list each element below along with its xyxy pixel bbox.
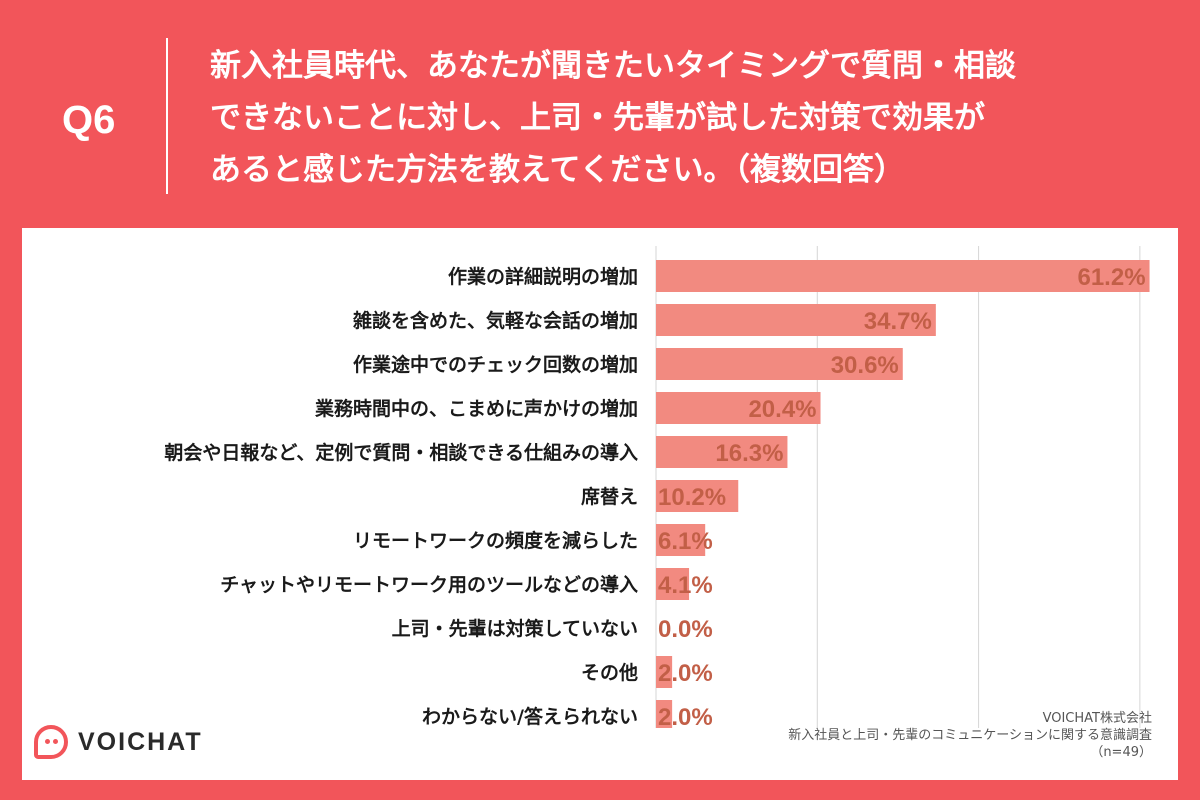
question-line: あると感じた方法を教えてください。（複数回答）	[210, 152, 906, 188]
value-label: 30.6%	[831, 352, 899, 379]
bar	[656, 392, 821, 424]
value-label: 16.3%	[715, 440, 783, 467]
category-label: チャットやリモートワーク用のツールなどの導入	[220, 573, 638, 596]
question-line: できないことに対し、上司・先輩が試した対策で効果が	[210, 100, 985, 136]
bar	[656, 700, 673, 728]
bar	[656, 436, 788, 468]
category-label: 席替え	[581, 485, 638, 508]
header: Q6 新入社員時代、あなたが聞きたいタイミングで質問・相談 できないことに対し、…	[0, 0, 1200, 228]
value-label: 0.0%	[658, 616, 713, 643]
bar	[656, 304, 936, 336]
bar	[656, 568, 690, 600]
category-label: その他	[581, 661, 638, 684]
header-divider	[166, 38, 168, 194]
chart-panel: 作業の詳細説明の増加 61.2% 雑談を含めた、気軽な会話の増加 34.7% 作業途中で…	[22, 228, 1178, 780]
category-label: リモートワークの頻度を減らした	[353, 529, 638, 552]
bar-chart: 作業の詳細説明の増加 61.2% 雑談を含めた、気軽な会話の増加 34.7% 作業途中で…	[164, 246, 1150, 728]
source-line: （n=49）	[1090, 745, 1152, 760]
category-label: 業務時間中の、こまめに声かけの増加	[314, 397, 638, 420]
category-label: 雑談を含めた、気軽な会話の増加	[352, 309, 638, 332]
bar	[656, 480, 739, 512]
value-label: 34.7%	[864, 308, 932, 335]
value-label: 2.0%	[658, 704, 713, 728]
source-line: 新入社員と上司・先輩のコミュニケーションに関する意識調査	[788, 728, 1152, 743]
value-label: 2.0%	[658, 660, 713, 687]
bar	[656, 656, 673, 688]
category-label: わからない/答えられない	[422, 705, 638, 728]
source-line: VOICHAT株式会社	[1042, 711, 1152, 726]
value-label: 4.1%	[658, 572, 713, 599]
source-note: VOICHAT株式会社 新入社員と上司・先輩のコミュニケーションに関する意識調査…	[788, 710, 1152, 761]
question-number: Q6	[62, 98, 116, 142]
chat-bubble-icon	[34, 725, 68, 759]
category-label: 作業途中でのチェック回数の増加	[353, 353, 638, 376]
bar	[656, 348, 903, 380]
question-text: 新入社員時代、あなたが聞きたいタイミングで質問・相談 できないことに対し、上司・…	[210, 40, 1170, 196]
value-label: 10.2%	[658, 484, 726, 511]
bar	[656, 524, 706, 556]
value-label: 61.2%	[1077, 264, 1145, 291]
voichat-logo: VOICHAT	[34, 722, 203, 762]
bar	[656, 260, 1150, 292]
value-label: 6.1%	[658, 528, 713, 555]
category-label: 作業の詳細説明の増加	[448, 265, 638, 288]
category-label: 朝会や日報など、定例で質問・相談できる仕組みの導入	[164, 441, 638, 464]
value-label: 20.4%	[748, 396, 816, 423]
category-label: 上司・先輩は対策していない	[392, 617, 638, 640]
question-line: 新入社員時代、あなたが聞きたいタイミングで質問・相談	[210, 48, 1016, 84]
logo-text: VOICHAT	[78, 727, 203, 756]
